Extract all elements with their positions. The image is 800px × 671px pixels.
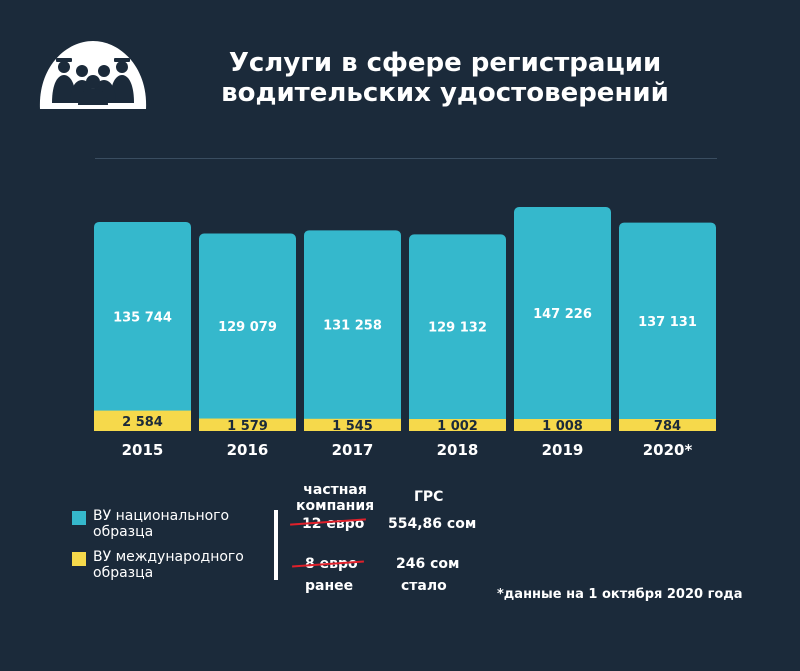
title-line-2: водительских удостоверений (221, 78, 669, 108)
legend-item-national: ВУ национального образца (72, 508, 263, 540)
after-label: стало (401, 578, 447, 594)
before-label: ранее (305, 578, 354, 594)
legend-item-international: ВУ международного образца (72, 549, 263, 581)
grs-column-header: ГРС (414, 489, 444, 505)
category-label-3: 2018 (437, 441, 479, 459)
label-international-1: 1 579 (227, 419, 268, 434)
people-logo-icon (39, 41, 147, 109)
title-line-1: Услуги в сфере регистрации (228, 48, 662, 78)
category-label-4: 2019 (542, 441, 584, 459)
bar-international-2 (304, 418, 401, 431)
category-label-0: 2015 (122, 441, 164, 459)
label-international-5: 784 (654, 419, 681, 434)
category-label-1: 2016 (227, 441, 269, 459)
legend-label-national: ВУ национального образца (93, 508, 230, 540)
label-national-1: 129 079 (218, 320, 277, 335)
category-label-5: 2020* (643, 441, 693, 459)
legend-swatch-international (72, 552, 86, 566)
footnote: *данные на 1 октября 2020 года (497, 587, 743, 602)
category-label-2: 2017 (332, 441, 374, 459)
label-national-0: 135 744 (113, 310, 172, 325)
bar-national-1 (199, 233, 296, 431)
bar-international-0 (94, 410, 191, 431)
label-national-4: 147 226 (533, 307, 592, 322)
label-international-4: 1 008 (542, 419, 583, 434)
label-national-2: 131 258 (323, 319, 382, 334)
grs-price-international: 246 сом (396, 556, 460, 572)
bar-international-1 (199, 418, 296, 431)
bar-national-2 (304, 230, 401, 431)
bar-international-3 (409, 419, 506, 431)
label-national-3: 129 132 (428, 321, 487, 336)
bar-international-5 (619, 419, 716, 431)
label-international-0: 2 584 (122, 415, 163, 430)
bar-national-0 (94, 221, 191, 431)
bar-national-3 (409, 234, 506, 431)
label-international-3: 1 002 (437, 419, 478, 434)
label-international-2: 1 545 (332, 419, 373, 434)
company-column-header: частная компания (296, 482, 375, 514)
bar-international-4 (514, 419, 611, 431)
legend-label-international: ВУ международного образца (93, 549, 244, 581)
grs-price-national: 554,86 сом (388, 516, 477, 532)
legend-swatch-national (72, 511, 86, 525)
bar-national-4 (514, 207, 611, 431)
label-national-5: 137 131 (638, 315, 697, 330)
chart-title: Услуги в сфере регистрации водительских … (170, 48, 720, 108)
separator-line (274, 510, 278, 580)
divider-line (95, 158, 717, 159)
bar-national-5 (619, 222, 716, 431)
